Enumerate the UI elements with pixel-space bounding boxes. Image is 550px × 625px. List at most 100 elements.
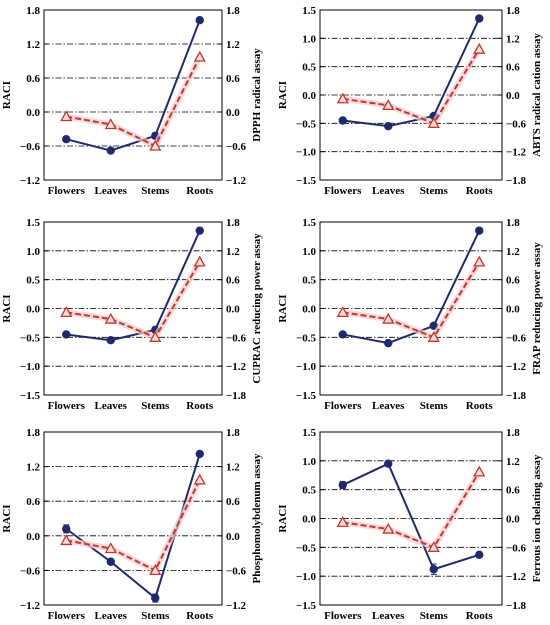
y2-tick-label: 0.6: [226, 275, 240, 287]
y2-tick-label: −1.2: [226, 600, 247, 612]
y-tick-label: 1.0: [26, 246, 40, 258]
y-tick-label: −0.5: [296, 118, 317, 130]
data-point-triangle: [149, 564, 162, 576]
data-point-triangle: [473, 465, 486, 477]
y2-tick-label: −0.6: [226, 141, 247, 153]
y2-tick-label: −0.6: [226, 332, 247, 344]
data-point-triangle: [60, 110, 73, 122]
y2-tick-label: −1.8: [506, 600, 527, 612]
y2-tick-label: 1.8: [226, 427, 240, 439]
y2-tick-label: 1.8: [226, 5, 240, 17]
y2-tick-label: 1.2: [506, 33, 520, 45]
data-point-triangle: [104, 118, 117, 130]
y2-tick-label: −1.8: [506, 175, 527, 187]
x-tick-label: Roots: [186, 185, 214, 197]
x-tick-label: Flowers: [48, 400, 86, 412]
y-tick-label: 0.0: [302, 90, 316, 102]
series-line: [66, 230, 201, 342]
y-tick-label: 0.5: [302, 485, 316, 497]
data-point-circle: [475, 14, 484, 23]
data-point-triangle: [149, 330, 162, 342]
data-point-triangle: [427, 116, 440, 128]
y2-tick-label: 0.6: [506, 485, 520, 497]
data-point-triangle: [336, 92, 349, 104]
y-tick-label: −1.2: [20, 600, 41, 612]
y2-tick-label: 1.2: [226, 462, 240, 474]
y2-tick-label: 0.6: [506, 62, 520, 74]
y2-axis-title: Phosphomolybdenum assay: [251, 453, 263, 583]
y-tick-label: −1.5: [296, 600, 317, 612]
data-point-triangle: [336, 306, 349, 317]
y2-tick-label: 0.0: [506, 304, 520, 316]
data-point-circle: [106, 557, 115, 566]
y2-tick-label: 1.8: [226, 217, 240, 229]
x-tick-label: Flowers: [324, 185, 362, 197]
series-line: [66, 19, 201, 152]
y-tick-label: 1.5: [302, 5, 316, 17]
y-tick-label: −1.5: [296, 175, 317, 187]
y2-tick-label: 1.2: [506, 456, 520, 468]
y-tick-label: 1.5: [26, 217, 40, 229]
y-tick-label: 0.0: [26, 304, 40, 316]
y2-tick-label: 0.0: [506, 514, 520, 526]
series-dashed: [60, 50, 206, 151]
data-point-triangle: [336, 516, 349, 527]
y-tick-label: 0.5: [302, 275, 316, 287]
y2-axis-title: CUPRAC reducing power assay: [251, 233, 263, 384]
series-line: [66, 261, 201, 339]
series-dashed: [336, 42, 486, 128]
data-point-circle: [62, 135, 71, 144]
data-point-circle: [338, 116, 347, 125]
y-tick-label: −1.0: [20, 361, 41, 373]
plot-frame: [43, 9, 223, 181]
data-point-triangle: [104, 542, 117, 554]
y2-tick-label: −1.2: [226, 175, 247, 187]
y-axis-title: RACI: [277, 294, 289, 322]
y2-tick-label: 0.6: [506, 275, 520, 287]
y2-tick-label: −1.2: [226, 361, 247, 373]
chart-panel-6: −1.5 −1.0 −0.5 0.0 0.5 1.0 1.5 −1.8 −1.2 −0.6 0.0 0…: [277, 427, 543, 622]
data-point-triangle: [382, 522, 395, 534]
y2-tick-label: −1.2: [506, 147, 527, 159]
x-tick-label: Leaves: [372, 185, 405, 197]
y-axis-title: RACI: [1, 504, 13, 532]
data-point-triangle: [193, 50, 206, 62]
series-line: [342, 230, 481, 345]
y-axis-title: RACI: [1, 294, 13, 322]
series-dashed: [60, 255, 206, 342]
data-point-circle: [338, 480, 347, 490]
y-tick-label: −0.6: [20, 565, 41, 577]
data-point-triangle: [382, 312, 395, 324]
x-tick-label: Roots: [186, 400, 214, 412]
y-tick-label: −1.5: [296, 390, 317, 402]
y2-tick-label: −1.2: [506, 571, 527, 583]
y2-tick-label: 1.8: [506, 427, 520, 439]
series-line: [342, 261, 481, 339]
series-solid: [62, 449, 204, 603]
y-tick-label: −1.5: [20, 390, 41, 402]
x-tick-label: Roots: [466, 185, 494, 197]
data-point-circle: [338, 330, 347, 339]
y2-tick-label: 0.0: [226, 107, 240, 119]
chart-panel-2: −1.5 −1.0 −0.5 0.0 0.5 1.0 1.5 −1.8 −1.2 −0.6 0.0 0…: [277, 5, 543, 197]
y-tick-label: 1.5: [302, 427, 316, 439]
y-tick-label: 1.5: [302, 217, 316, 229]
x-tick-label: Stems: [420, 610, 449, 622]
y2-tick-label: 1.2: [226, 39, 240, 51]
data-point-circle: [429, 321, 438, 330]
data-point-circle: [106, 336, 115, 345]
data-point-triangle: [60, 534, 73, 546]
x-tick-label: Flowers: [48, 185, 86, 197]
y-tick-label: 1.8: [26, 5, 40, 17]
chart-panel-5: −1.2 −0.6 0.0 0.6 1.2 1.8 −1.2 −0.6 0.0 0.6 1.2 1.8…: [1, 427, 263, 622]
y-tick-label: 0.0: [302, 514, 316, 526]
x-tick-label: Stems: [420, 400, 449, 412]
y2-axis-title: Ferrous ion chelating assay: [531, 454, 543, 582]
x-tick-label: Flowers: [324, 610, 362, 622]
x-tick-label: Leaves: [95, 610, 128, 622]
y-tick-label: 1.8: [26, 427, 40, 439]
data-point-circle: [62, 330, 71, 339]
data-point-triangle: [473, 255, 486, 267]
y-tick-label: −1.0: [296, 147, 317, 159]
y-tick-label: 1.2: [26, 39, 40, 51]
